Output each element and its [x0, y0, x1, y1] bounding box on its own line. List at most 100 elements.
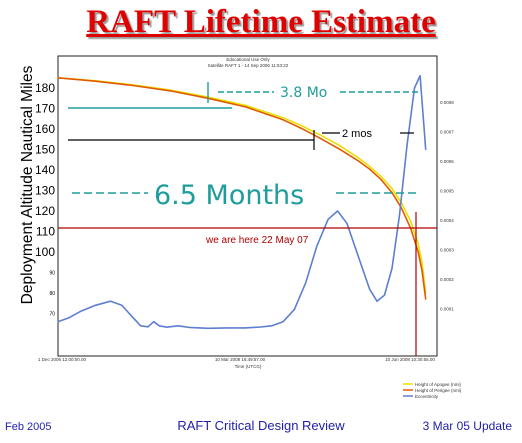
data-point-height-of-apogee-nmi [417, 243, 419, 245]
y-tick-label-70: 70 [49, 312, 55, 318]
legend-label-eccentricity: Eccentricity [415, 394, 439, 399]
data-point-eccentricity [357, 255, 359, 257]
data-point-eccentricity [406, 144, 408, 146]
y-tick-labels: 180 170 160 150 140 130 120 110 100 90 80 70 [35, 81, 55, 318]
data-point-height-of-apogee-nmi [301, 125, 303, 127]
data-point-eccentricity [271, 325, 273, 327]
data-point-eccentricity [245, 327, 247, 329]
y-tick-label-100: 100 [35, 245, 55, 259]
data-point-eccentricity [153, 321, 155, 323]
data-point-eccentricity [188, 326, 190, 328]
footer-title: RAFT Critical Design Review [177, 418, 345, 433]
y-tick-label-130: 130 [35, 184, 55, 198]
annotation-3-8mo-label: 3.8 Mo [280, 85, 327, 101]
y-tick-label-140: 140 [35, 163, 55, 177]
x-tick-label: 1 Dec 2006 12:00:00.00 [38, 357, 87, 362]
footer-update: 3 Mar 05 Update [422, 419, 512, 433]
y-tick-label-90: 90 [49, 271, 55, 277]
data-point-eccentricity [282, 321, 284, 323]
data-point-eccentricity [132, 317, 134, 319]
x-tick-label: 10 Jun 2008 10:30:55.00 [385, 357, 435, 362]
data-point-eccentricity [305, 282, 307, 284]
data-point-height-of-perigee-nmi [282, 119, 284, 121]
data-point-height-of-perigee-nmi [380, 178, 382, 180]
data-point-eccentricity [68, 317, 70, 319]
data-point-eccentricity [398, 214, 401, 216]
data-point-height-of-perigee-nmi [320, 138, 322, 140]
annotation-layer: 3.8 Mo 2 mos 6.5 Months we are here 22 M… [58, 82, 437, 356]
y-tick-label-120: 120 [35, 204, 55, 218]
chart-legend: Height of Apogee (nmi) Height of Perigee… [403, 382, 462, 399]
data-point-eccentricity [147, 326, 149, 328]
right-axis-tick-labels: 0.0008 0.0007 0.0006 0.0005 0.0004 0.0003 0.00… [440, 100, 454, 312]
data-point-height-of-perigee-nmi [132, 84, 134, 87]
right-tick-label: 0.0007 [440, 130, 454, 135]
data-point-height-of-perigee-nmi [421, 269, 423, 271]
data-point-eccentricity [121, 304, 123, 306]
chart-header-line-1: Educational Use Only [226, 57, 270, 62]
data-point-height-of-apogee-nmi [391, 187, 393, 190]
data-point-height-of-perigee-nmi [301, 128, 303, 130]
data-point-height-of-perigee-nmi [417, 251, 419, 253]
data-point-height-of-apogee-nmi [421, 261, 423, 263]
data-point-eccentricity [207, 327, 209, 329]
data-point-eccentricity [425, 148, 427, 151]
data-point-eccentricity [419, 75, 421, 77]
data-point-eccentricity [327, 218, 329, 220]
footer-date: Feb 2005 [5, 421, 52, 433]
legend-label-apogee: Height of Apogee (nmi) [415, 382, 462, 387]
data-point-eccentricity [166, 326, 168, 328]
data-point-height-of-perigee-nmi [425, 298, 427, 300]
data-point-eccentricity [316, 245, 318, 247]
data-point-height-of-apogee-nmi [368, 165, 371, 167]
data-point-eccentricity [337, 210, 339, 212]
data-point-height-of-perigee-nmi [368, 168, 371, 170]
data-point-eccentricity [346, 222, 348, 224]
data-point-height-of-apogee-nmi [245, 104, 247, 106]
data-point-height-of-perigee-nmi [57, 77, 59, 79]
slide-title: RAFT Lifetime Estimate [86, 4, 436, 40]
right-tick-label: 0.0002 [440, 277, 454, 282]
y-tick-label-180: 180 [35, 81, 55, 95]
data-point-eccentricity [140, 325, 142, 327]
data-point-height-of-apogee-nmi [380, 175, 382, 177]
y-axis-label: Deployment Altitude Nautical Miles [19, 65, 36, 304]
right-tick-label: 0.0001 [440, 307, 454, 312]
data-point-eccentricity [177, 325, 179, 327]
data-point-height-of-perigee-nmi [94, 80, 97, 82]
data-point-eccentricity [158, 325, 160, 327]
y-tick-label-150: 150 [35, 143, 55, 157]
data-point-eccentricity [94, 304, 97, 306]
y-tick-label-80: 80 [49, 291, 55, 297]
data-point-height-of-perigee-nmi [245, 106, 247, 108]
right-tick-label: 0.0005 [440, 189, 454, 194]
data-point-eccentricity [376, 300, 378, 302]
current-date-label: we are here 22 May 07 [205, 235, 309, 246]
x-tick-label: 10 Mar 2008 16:49:57.00 [215, 357, 266, 362]
data-point-eccentricity [79, 310, 82, 312]
legend-label-perigee: Height of Perigee (nmi) [415, 388, 462, 393]
data-point-eccentricity [383, 294, 386, 296]
x-axis-label: Time (UTCG) [235, 364, 262, 369]
y-tick-label-110: 110 [36, 225, 55, 239]
data-point-eccentricity [293, 308, 295, 310]
data-point-eccentricity [368, 288, 371, 290]
annotation-2mos-label: 2 mos [342, 128, 372, 140]
data-point-eccentricity [226, 327, 228, 329]
annotation-6-5mo-label: 6.5 Months [154, 180, 304, 211]
right-tick-label: 0.0004 [440, 218, 454, 223]
data-point-eccentricity [57, 321, 59, 323]
data-point-height-of-apogee-nmi [410, 220, 412, 222]
data-point-eccentricity [391, 267, 393, 269]
data-point-eccentricity [413, 87, 416, 89]
data-point-height-of-apogee-nmi [357, 157, 359, 159]
right-tick-label: 0.0006 [440, 159, 454, 164]
right-tick-label: 0.0003 [440, 248, 454, 253]
y-tick-label-170: 170 [35, 102, 55, 116]
data-point-height-of-apogee-nmi [282, 117, 284, 119]
data-point-height-of-perigee-nmi [357, 160, 359, 162]
data-point-eccentricity [109, 300, 112, 302]
data-point-height-of-perigee-nmi [170, 90, 172, 92]
right-tick-label: 0.0008 [440, 100, 454, 105]
